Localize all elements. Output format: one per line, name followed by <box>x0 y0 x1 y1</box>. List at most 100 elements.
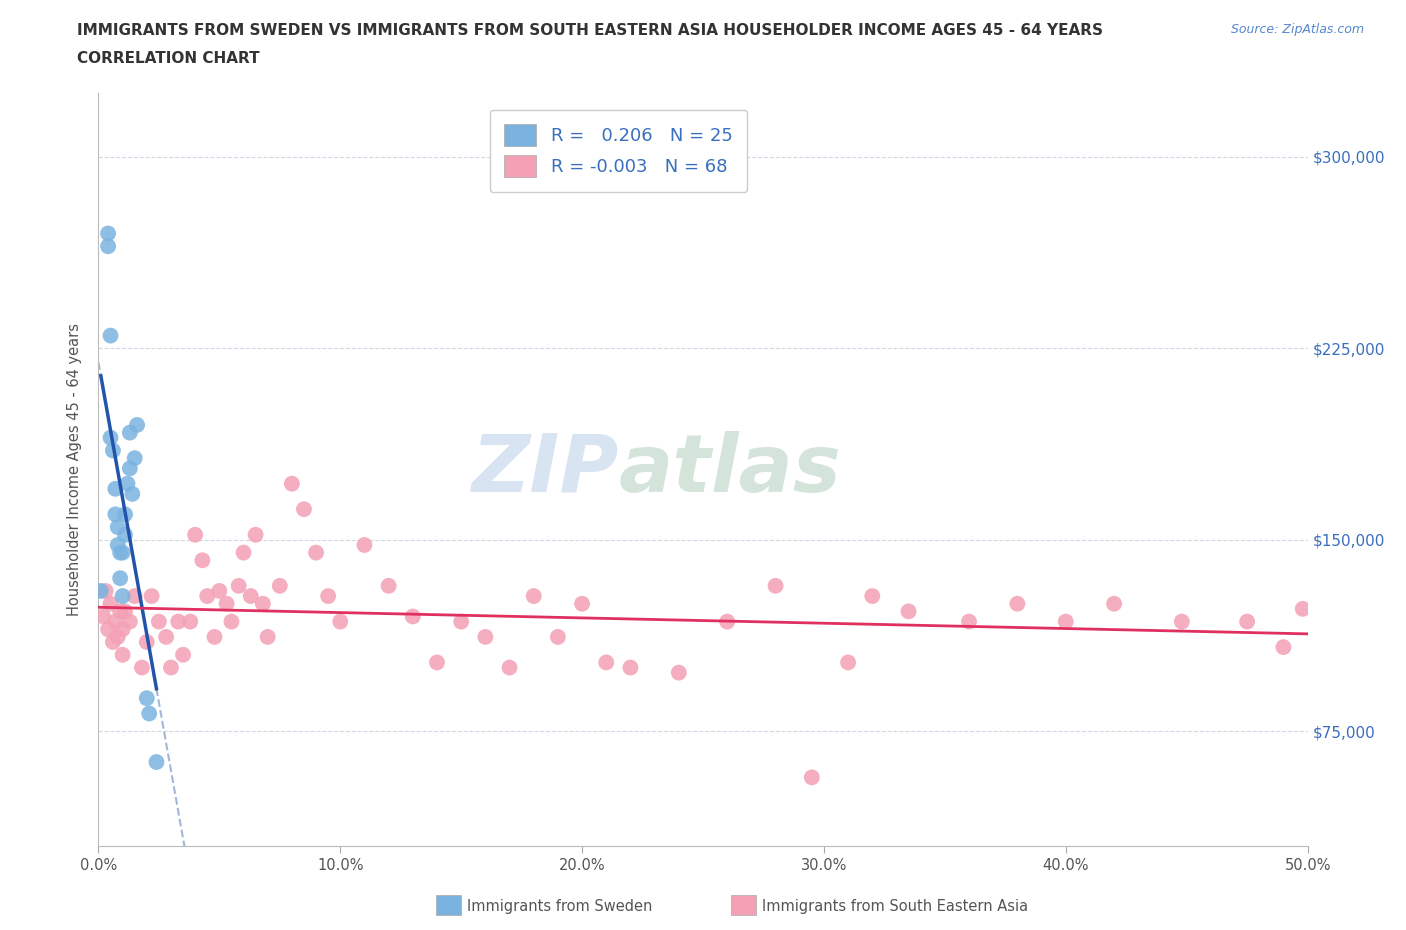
Point <box>1102 596 1125 611</box>
Point <box>269 578 291 593</box>
Point <box>160 660 183 675</box>
Point <box>228 578 250 593</box>
Point <box>111 622 134 637</box>
Point <box>100 328 122 343</box>
Point <box>101 634 124 649</box>
Text: Immigrants from South Eastern Asia: Immigrants from South Eastern Asia <box>762 899 1028 914</box>
Point <box>90 583 112 598</box>
Point <box>402 609 425 624</box>
Point <box>195 589 218 604</box>
Text: Source: ZipAtlas.com: Source: ZipAtlas.com <box>1230 23 1364 36</box>
Point <box>118 614 141 629</box>
Point <box>108 545 131 560</box>
Point <box>107 538 129 552</box>
Point <box>114 527 136 542</box>
Point <box>221 614 243 629</box>
Point <box>97 226 120 241</box>
Point <box>1292 602 1315 617</box>
Point <box>474 630 496 644</box>
Point <box>239 589 262 604</box>
Point <box>111 589 134 604</box>
Point <box>124 589 146 604</box>
Point <box>117 476 139 491</box>
Point <box>107 520 129 535</box>
Point <box>860 589 883 604</box>
Point <box>281 476 304 491</box>
Point <box>208 583 231 598</box>
Point <box>252 596 274 611</box>
Point <box>547 630 569 644</box>
Point <box>97 239 120 254</box>
Point <box>305 545 328 560</box>
Point <box>215 596 238 611</box>
Point <box>498 660 520 675</box>
Point <box>800 770 823 785</box>
Point <box>245 527 267 542</box>
Point <box>1007 596 1029 611</box>
Point <box>571 596 593 611</box>
Point <box>668 665 690 680</box>
Point <box>619 660 641 675</box>
Point <box>127 418 149 432</box>
Point <box>104 482 127 497</box>
Point <box>148 614 170 629</box>
Point <box>1272 640 1295 655</box>
Point <box>957 614 980 629</box>
Point <box>97 622 120 637</box>
Point <box>1236 614 1258 629</box>
Y-axis label: Householder Income Ages 45 - 64 years: Householder Income Ages 45 - 64 years <box>67 323 83 617</box>
Point <box>118 425 141 440</box>
Point <box>377 578 399 593</box>
Point <box>104 507 127 522</box>
Point <box>897 604 920 618</box>
Point <box>104 614 127 629</box>
Point <box>765 578 787 593</box>
Point <box>523 589 546 604</box>
Point <box>111 545 134 560</box>
Text: Immigrants from Sweden: Immigrants from Sweden <box>467 899 652 914</box>
Point <box>114 604 136 618</box>
Point <box>100 431 122 445</box>
Point <box>111 647 134 662</box>
Point <box>108 571 131 586</box>
Point <box>107 630 129 644</box>
Point <box>204 630 226 644</box>
Point <box>329 614 352 629</box>
Point <box>716 614 738 629</box>
Point <box>91 609 114 624</box>
Point <box>292 502 315 517</box>
Text: CORRELATION CHART: CORRELATION CHART <box>77 51 260 66</box>
Point <box>232 545 254 560</box>
Point <box>595 655 617 670</box>
Text: ZIP: ZIP <box>471 431 619 509</box>
Legend: R =   0.206   N = 25, R = -0.003   N = 68: R = 0.206 N = 25, R = -0.003 N = 68 <box>489 110 747 192</box>
Point <box>155 630 177 644</box>
Point <box>179 614 201 629</box>
Point <box>145 754 167 769</box>
Point <box>121 486 143 501</box>
Point <box>131 660 153 675</box>
Point <box>172 647 194 662</box>
Point <box>1171 614 1194 629</box>
Point <box>135 691 157 706</box>
Point <box>108 604 131 618</box>
Point <box>167 614 190 629</box>
Point <box>101 443 124 458</box>
Point <box>316 589 339 604</box>
Point <box>256 630 278 644</box>
Point <box>100 596 122 611</box>
Point <box>135 634 157 649</box>
Point <box>426 655 449 670</box>
Text: atlas: atlas <box>619 431 841 509</box>
Point <box>94 583 117 598</box>
Point <box>114 507 136 522</box>
Text: IMMIGRANTS FROM SWEDEN VS IMMIGRANTS FROM SOUTH EASTERN ASIA HOUSEHOLDER INCOME : IMMIGRANTS FROM SWEDEN VS IMMIGRANTS FRO… <box>77 23 1104 38</box>
Point <box>184 527 207 542</box>
Point <box>118 461 141 476</box>
Point <box>1054 614 1077 629</box>
Point <box>450 614 472 629</box>
Point <box>191 552 214 567</box>
Point <box>124 451 146 466</box>
Point <box>138 706 160 721</box>
Point <box>837 655 859 670</box>
